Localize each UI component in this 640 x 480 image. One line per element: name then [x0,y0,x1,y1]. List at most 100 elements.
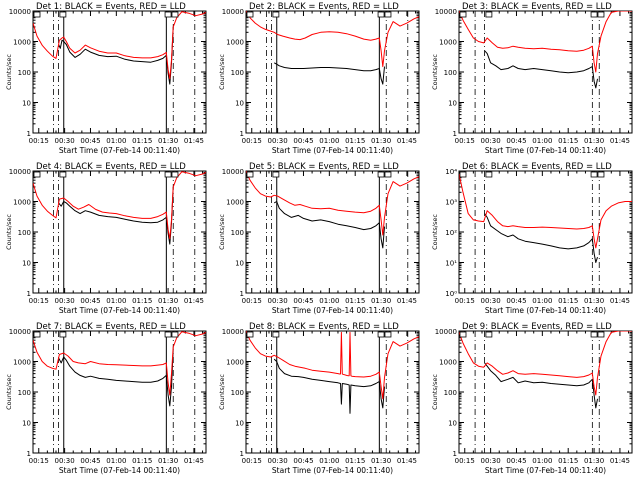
y-tick-label: 10 [235,420,244,428]
plot-data-area [33,331,206,453]
orbit-marker-box [246,171,254,178]
x-axis-label: Start Time (07-Feb-14 00:11:40) [272,466,393,475]
orbit-marker-box [384,331,392,338]
orbit-marker-box [597,171,605,178]
x-tick-label: 00:30 [268,137,288,145]
lld-series-line [459,331,632,396]
orbit-marker-box [597,11,605,18]
y-tick-label: 100 [231,69,244,77]
x-axis-label: Start Time (07-Feb-14 00:11:40) [272,146,393,155]
plot-title: Det 7: BLACK = Events, RED = LLD [36,322,186,332]
plot-data-area [246,171,419,293]
y-tick-label: 10000 [435,8,457,16]
x-tick-label: 01:30 [158,457,178,465]
detector-panel: Det 7: BLACK = Events, RED = LLD 1 10 100 10… [5,322,207,475]
x-tick-label: 01:45 [610,137,630,145]
y-tick-label: 1000 [226,199,244,207]
events-series-line [58,349,174,407]
orbit-marker-box [33,331,41,338]
x-tick-label: 01:30 [584,137,604,145]
x-axis-label: Start Time (07-Feb-14 00:11:40) [272,306,393,315]
x-tick-label: 01:00 [319,297,339,305]
orbit-marker-box [590,331,598,338]
y-axis-label: Counts/sec [5,54,13,90]
lld-series-line [459,173,632,249]
y-tick-label: 1000 [13,39,31,47]
x-tick-label: 00:15 [242,137,262,145]
y-axis-label: Counts/sec [218,374,226,410]
orbit-marker-box [171,11,179,18]
x-axis-label: Start Time (07-Feb-14 00:11:40) [485,146,606,155]
x-axis-label: Start Time (07-Feb-14 00:11:40) [59,466,180,475]
y-tick-label: 10 [235,100,244,108]
y-axis-label: Counts/sec [218,214,226,250]
x-tick-label: 01:45 [184,137,204,145]
lld-series-line [246,11,419,68]
x-tick-label: 01:00 [319,457,339,465]
y-tick-label: 1 [453,130,457,138]
detector-panel: Det 4: BLACK = Events, RED = LLD 1 10 100 10… [5,162,207,315]
plot-title: Det 6: BLACK = Events, RED = LLD [462,162,612,172]
orbit-marker-box [164,171,172,178]
orbit-marker-box [272,171,280,178]
lld-series-line [33,331,206,396]
events-series-line [273,358,385,414]
x-tick-label: 01:15 [345,457,365,465]
y-tick-label: 1 [27,450,31,458]
x-tick-label: 00:30 [268,457,288,465]
y-tick-label: 10⁰ [445,290,457,298]
y-tick-label: 10⁴ [445,168,457,176]
x-tick-label: 00:30 [481,297,501,305]
y-axis-label: Counts/sec [431,214,439,250]
x-tick-label: 00:15 [29,137,49,145]
orbit-marker-box [272,11,280,18]
x-tick-label: 01:30 [158,137,178,145]
events-series-line [58,186,174,245]
x-tick-label: 01:45 [184,297,204,305]
orbit-marker-box [377,331,385,338]
y-tick-label: 1000 [439,359,457,367]
x-tick-label: 01:15 [558,137,578,145]
lld-series-line [246,331,419,400]
x-tick-label: 00:45 [80,297,100,305]
plot-title: Det 9: BLACK = Events, RED = LLD [462,322,612,332]
x-tick-label: 00:45 [506,137,526,145]
x-axis-label: Start Time (07-Feb-14 00:11:40) [485,466,606,475]
x-tick-label: 00:30 [55,297,75,305]
plot-data-area [459,11,632,133]
y-tick-label: 10 [448,420,457,428]
orbit-marker-box [246,11,254,18]
x-tick-label: 01:15 [345,137,365,145]
x-tick-label: 01:00 [106,457,126,465]
orbit-marker-box [384,11,392,18]
x-tick-label: 01:45 [397,297,417,305]
orbit-marker-box [33,11,41,18]
plot-data-area [246,11,419,133]
plot-data-area [459,171,632,293]
x-tick-label: 00:30 [55,457,75,465]
x-tick-label: 00:15 [29,297,49,305]
y-tick-label: 100 [18,389,31,397]
y-tick-label: 100 [444,69,457,77]
y-tick-label: 1 [240,450,244,458]
x-tick-label: 01:00 [106,137,126,145]
x-tick-label: 01:45 [610,297,630,305]
y-tick-label: 100 [18,69,31,77]
plot-title: Det 8: BLACK = Events, RED = LLD [249,322,399,332]
y-tick-label: 1000 [226,39,244,47]
y-tick-label: 10 [235,260,244,268]
x-tick-label: 01:45 [610,457,630,465]
y-tick-label: 100 [444,389,457,397]
x-tick-label: 01:15 [132,137,152,145]
x-tick-label: 01:15 [558,457,578,465]
y-tick-label: 1 [240,130,244,138]
y-tick-label: 10000 [9,328,31,336]
x-tick-label: 00:15 [242,297,262,305]
plot-title: Det 5: BLACK = Events, RED = LLD [249,162,399,172]
x-tick-label: 00:45 [506,457,526,465]
events-series-line [484,213,598,263]
x-tick-label: 01:45 [184,457,204,465]
lld-series-line [33,11,206,80]
